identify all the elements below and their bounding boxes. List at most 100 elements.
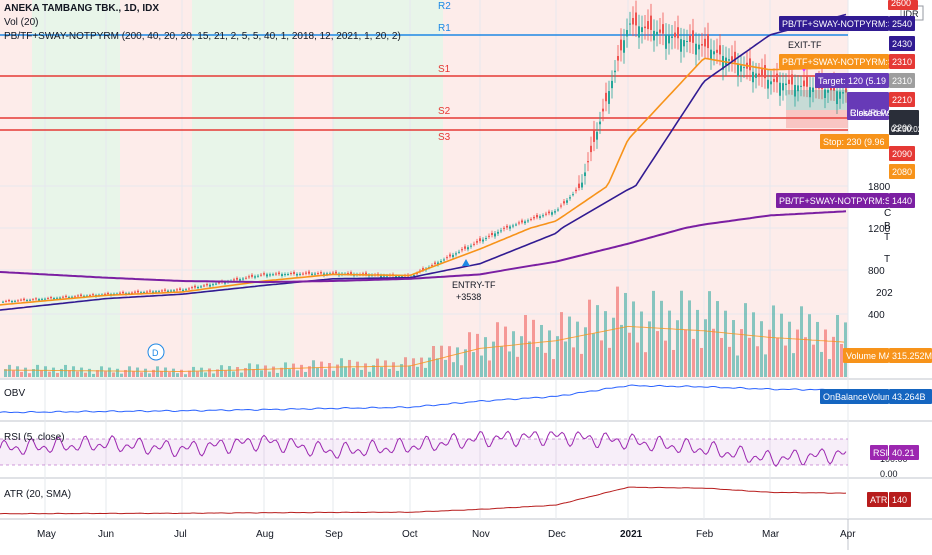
candle-body (665, 34, 667, 49)
volume-bar (316, 367, 319, 377)
rsi-value-badge: 40.21 (892, 448, 915, 458)
volume-bar (728, 346, 731, 377)
candle-body (572, 194, 574, 196)
candle-body (311, 273, 313, 276)
candle-body (209, 284, 211, 287)
volume-bar (700, 347, 703, 377)
trend-zone (0, 0, 32, 378)
sma200-series-label: PB/TF+SWAY-NOTPYRM:SMA 200 (779, 196, 921, 206)
volume-bar (672, 349, 675, 377)
chart-title[interactable]: ANEKA TAMBANG TBK., 1D, IDX (4, 3, 159, 14)
rsi-legend[interactable]: RSI (5, close) (4, 432, 65, 443)
candle-body (575, 189, 577, 192)
volume-legend[interactable]: Vol (20) (4, 17, 39, 28)
volume-bar (560, 312, 563, 377)
candle-body (440, 261, 442, 263)
volume-bar (508, 351, 511, 377)
axis-labels: May Jun Jul Aug Sep Oct Nov Dec 2021 Feb Mar Apr 180… (37, 5, 924, 540)
candle-body (794, 84, 796, 97)
candle-body (659, 29, 661, 33)
volume-bar (612, 317, 615, 377)
candle-body (797, 85, 799, 92)
candle-body (644, 26, 646, 29)
candle-body (263, 273, 265, 275)
candle-body (635, 12, 637, 26)
candle-body (581, 182, 583, 188)
volume-bar (444, 359, 447, 377)
candle-body (272, 274, 274, 276)
last-price-badge-bg (889, 110, 919, 135)
candle-body (206, 284, 208, 286)
volume-bar (748, 337, 751, 377)
volume-bar (20, 371, 23, 377)
top-price-badge: 2600 (891, 0, 911, 8)
candle-body (71, 296, 73, 298)
volume-bar (496, 322, 499, 377)
volume-bar (828, 359, 831, 377)
volume-bar (88, 368, 91, 377)
candle-body (740, 65, 742, 72)
volume-bar (568, 316, 571, 377)
candle-body (728, 59, 730, 61)
volume-bar (276, 372, 279, 377)
volume-bar (680, 290, 683, 377)
strategy-legend[interactable]: PB/TF+SWAY-NOTPYRM (200, 40, 20, 20, 15,… (4, 31, 401, 42)
volume-bar (776, 337, 779, 377)
candle-body (464, 246, 466, 249)
sma200-value-badge: 1440 (892, 196, 912, 206)
candle-body (845, 88, 847, 93)
candle-body (518, 222, 520, 224)
candle-body (365, 272, 367, 275)
volume-bar (536, 347, 539, 377)
volume-bar (236, 367, 239, 377)
candle-body (8, 300, 10, 302)
volume-bar (480, 355, 483, 377)
candle-body (512, 225, 514, 227)
volume-bar (564, 341, 567, 377)
atr-value-badge: 140 (892, 495, 907, 505)
volume-bar (592, 333, 595, 377)
trend-zone (32, 0, 120, 378)
volume-bar (36, 364, 39, 377)
volume-bar (344, 366, 347, 377)
candle-body (68, 296, 70, 299)
candle-body (506, 225, 508, 228)
price-tick: 1200 (868, 224, 891, 235)
candle-body (497, 231, 499, 234)
stop-zone (786, 110, 848, 128)
volume-bar (336, 364, 339, 377)
candle-body (761, 69, 763, 77)
obv-name-badge-bg (820, 389, 889, 404)
candle-body (248, 276, 250, 278)
volume-bar (32, 369, 35, 377)
candle-body (167, 290, 169, 293)
volume-bar (704, 319, 707, 377)
price-tick: 1800 (868, 182, 891, 193)
candle-body (614, 70, 616, 73)
candle-body (476, 241, 478, 243)
entry-arrow-icon (462, 259, 470, 266)
volume-bar (668, 310, 671, 377)
volume-bar (340, 358, 343, 377)
volume-bar (384, 360, 387, 377)
candle-body (302, 273, 304, 275)
candle-body (752, 71, 754, 83)
volume-bar (308, 366, 311, 377)
obv-legend[interactable]: OBV (4, 388, 26, 399)
volume-bar (256, 364, 259, 377)
volume-bar (784, 345, 787, 377)
candle-body (500, 230, 502, 232)
volume-bar (484, 337, 487, 377)
volume-bar (260, 370, 263, 377)
candle-body (533, 217, 535, 219)
candle-body (131, 292, 133, 294)
candle-body (287, 274, 289, 276)
candle-body (290, 273, 292, 275)
candle-body (170, 290, 172, 292)
candle-body (734, 51, 736, 63)
volume-bar (752, 312, 755, 377)
volume-bar (548, 330, 551, 377)
atr-legend[interactable]: ATR (20, SMA) (4, 489, 72, 500)
volume-ma-line (3, 325, 845, 372)
